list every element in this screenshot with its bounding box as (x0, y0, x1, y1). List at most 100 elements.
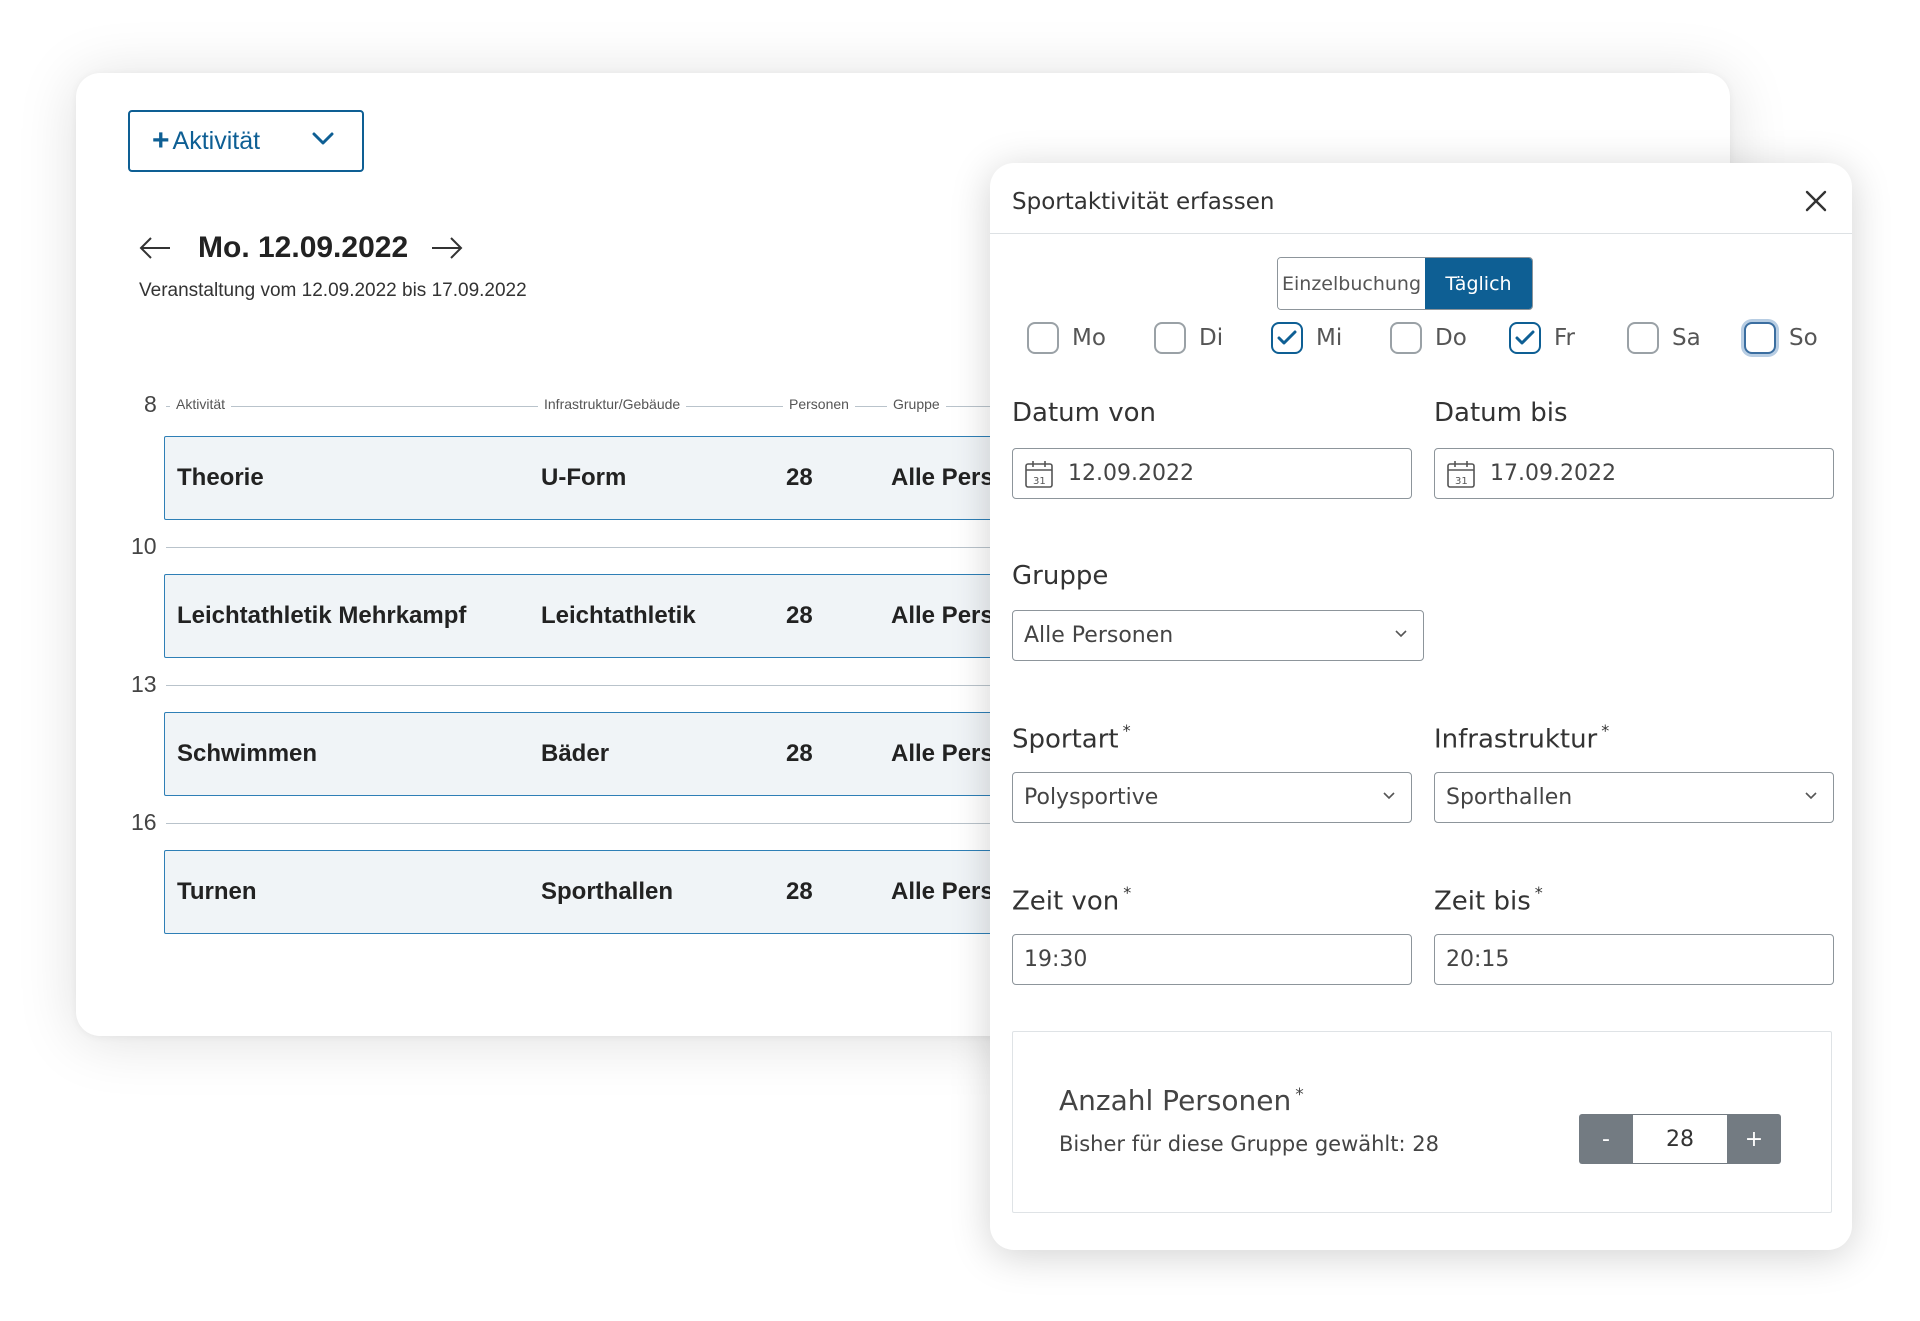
infrastructure-label-text: Infrastruktur (1434, 724, 1598, 755)
time-to-label: Zeit bis * (1434, 883, 1543, 917)
checkbox[interactable] (1744, 322, 1776, 354)
date-to-field[interactable]: 31 17.09.2022 (1434, 448, 1834, 499)
svg-text:31: 31 (1455, 476, 1468, 487)
event-persons: 28 (786, 464, 813, 491)
day-label: Do (1435, 325, 1467, 351)
checkbox[interactable] (1154, 322, 1186, 354)
event-activity: Schwimmen (177, 740, 318, 767)
arrow-right-icon[interactable] (430, 236, 464, 260)
modal-divider (990, 233, 1852, 234)
sport-select[interactable]: Polysportive (1012, 772, 1412, 823)
day-checkbox-so[interactable]: So (1744, 322, 1818, 354)
time-from-label-text: Zeit von (1012, 886, 1120, 917)
required-marker: * (1295, 1084, 1304, 1105)
required-marker: * (1534, 883, 1543, 902)
checkbox[interactable] (1509, 322, 1541, 354)
add-activity-button[interactable]: + Aktivität (128, 110, 364, 172)
hour-label: 10 (131, 533, 157, 559)
activity-modal: Sportaktivität erfassen Einzelbuchung Tä… (990, 163, 1852, 1250)
decrement-button[interactable]: - (1579, 1114, 1633, 1164)
add-activity-label: Aktivität (172, 126, 261, 155)
checkbox[interactable] (1627, 322, 1659, 354)
hour-line (166, 685, 1066, 686)
date-navigation: Mo. 12.09.2022 (138, 231, 464, 265)
group-value: Alle Personen (1024, 623, 1174, 648)
date-to-label: Datum bis (1434, 398, 1568, 428)
hour-line (166, 547, 1066, 548)
day-checkbox-sa[interactable]: Sa (1627, 322, 1701, 354)
column-header-infrastructure: Infrastruktur/Gebäude (538, 396, 687, 412)
day-checkbox-di[interactable]: Di (1154, 322, 1223, 354)
modal-title: Sportaktivität erfassen (1012, 189, 1275, 215)
infrastructure-select[interactable]: Sporthallen (1434, 772, 1834, 823)
date-from-value: 12.09.2022 (1068, 461, 1194, 486)
required-marker: * (1123, 883, 1132, 902)
event-infrastructure: U-Form (541, 464, 627, 491)
time-from-value: 19:30 (1024, 947, 1088, 972)
persons-hint: Bisher für diese Gruppe gewählt: 28 (1059, 1132, 1439, 1156)
checkmark-icon (1277, 330, 1297, 345)
infrastructure-label: Infrastruktur * (1434, 721, 1610, 755)
hour-label: 13 (131, 671, 157, 697)
required-marker: * (1601, 721, 1610, 740)
close-icon[interactable] (1800, 185, 1832, 217)
plus-icon: + (152, 124, 170, 157)
date-title: Mo. 12.09.2022 (198, 231, 409, 264)
day-label: Mi (1316, 325, 1343, 351)
event-infrastructure: Bäder (541, 740, 610, 767)
date-subtitle: Veranstaltung vom 12.09.2022 bis 17.09.2… (139, 280, 527, 301)
event-infrastructure: Sporthallen (541, 878, 674, 905)
time-to-label-text: Zeit bis (1434, 886, 1531, 917)
calendar-icon: 31 (1447, 460, 1475, 488)
day-checkbox-mi[interactable]: Mi (1271, 322, 1342, 354)
persons-panel: Anzahl Personen * Bisher für diese Gruppe… (1012, 1031, 1832, 1213)
event-activity: Theorie (177, 464, 264, 491)
day-checkbox-mo[interactable]: Mo (1027, 322, 1106, 354)
persons-label: Anzahl Personen * (1059, 1084, 1304, 1117)
event-activity: Leichtathletik Mehrkampf (177, 602, 467, 629)
chevron-down-icon (312, 132, 334, 145)
date-to-value: 17.09.2022 (1490, 461, 1616, 486)
time-from-label: Zeit von * (1012, 883, 1132, 917)
tab-einzelbuchung[interactable]: Einzelbuchung (1278, 258, 1425, 309)
event-persons: 28 (786, 602, 813, 629)
checkbox[interactable] (1027, 322, 1059, 354)
chevron-down-icon (1805, 792, 1817, 800)
time-to-value: 20:15 (1446, 947, 1510, 972)
infrastructure-value: Sporthallen (1446, 785, 1573, 810)
booking-mode-toggle: Einzelbuchung Täglich (1277, 257, 1533, 310)
persons-stepper: - 28 + (1579, 1114, 1781, 1164)
column-header-group: Gruppe (887, 396, 946, 412)
chevron-down-icon (1383, 792, 1395, 800)
checkbox[interactable] (1271, 322, 1303, 354)
group-select[interactable]: Alle Personen (1012, 610, 1424, 661)
time-to-field[interactable]: 20:15 (1434, 934, 1834, 985)
date-from-field[interactable]: 31 12.09.2022 (1012, 448, 1412, 499)
group-label: Gruppe (1012, 561, 1109, 591)
tab-taeglich[interactable]: Täglich (1425, 258, 1532, 309)
hour-label: 8 (144, 391, 157, 417)
chevron-down-icon (1395, 630, 1407, 638)
day-checkbox-do[interactable]: Do (1390, 322, 1467, 354)
persons-value[interactable]: 28 (1633, 1114, 1727, 1164)
day-label: So (1789, 325, 1818, 351)
event-activity: Turnen (177, 878, 257, 905)
checkbox[interactable] (1390, 322, 1422, 354)
sport-label-text: Sportart (1012, 724, 1119, 755)
required-marker: * (1122, 721, 1131, 740)
arrow-left-icon[interactable] (138, 236, 172, 260)
sport-value: Polysportive (1024, 785, 1159, 810)
time-from-field[interactable]: 19:30 (1012, 934, 1412, 985)
event-persons: 28 (786, 740, 813, 767)
hour-label: 16 (131, 809, 157, 835)
event-infrastructure: Leichtathletik (541, 602, 696, 629)
day-checkbox-fr[interactable]: Fr (1509, 322, 1575, 354)
date-from-label: Datum von (1012, 398, 1156, 428)
day-label: Di (1199, 325, 1224, 351)
day-label: Fr (1554, 325, 1576, 351)
day-label: Mo (1072, 325, 1106, 351)
increment-button[interactable]: + (1727, 1114, 1781, 1164)
persons-label-text: Anzahl Personen (1059, 1084, 1292, 1117)
day-label: Sa (1672, 325, 1701, 351)
event-persons: 28 (786, 878, 813, 905)
